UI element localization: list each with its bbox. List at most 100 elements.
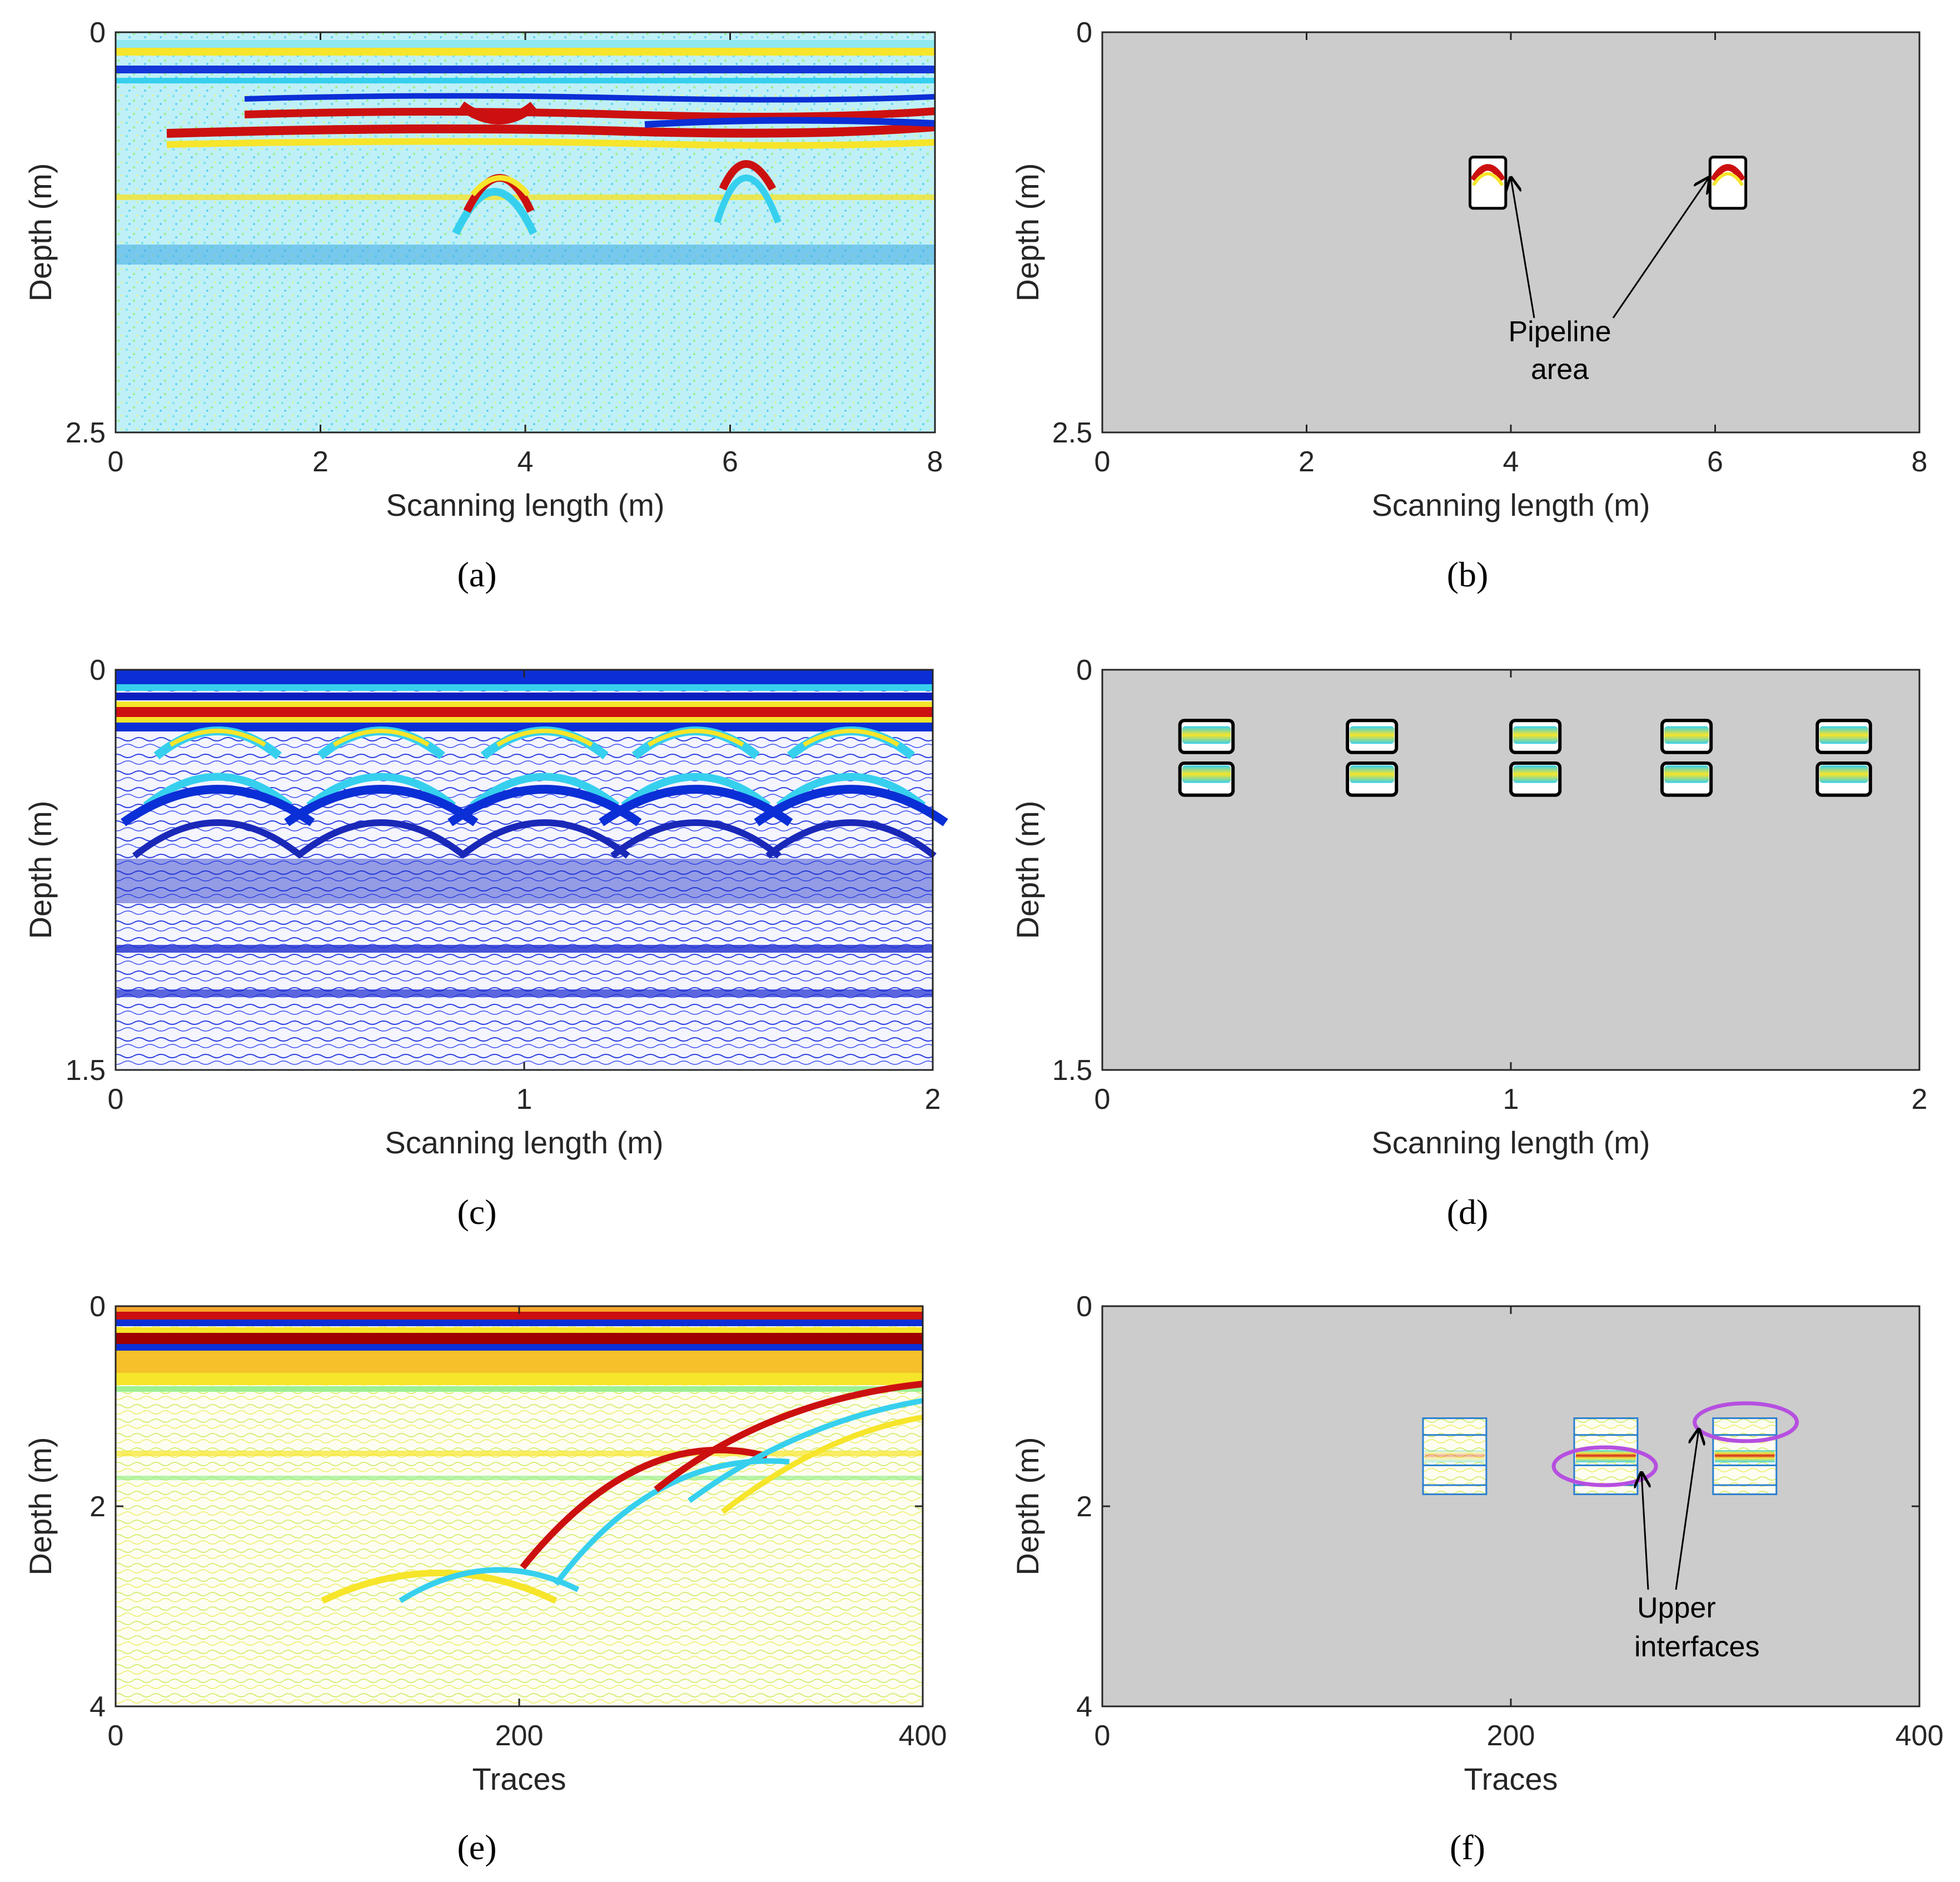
panel-c-reflection-bands (116, 670, 933, 997)
hyperbola-deep (459, 819, 630, 859)
panel-c-axes: 0 1 201.5 (66, 654, 941, 1116)
panel-b-axes: 0 2 4 6 802.5 (1052, 17, 1928, 478)
panel-b-ylabel: Depth (m) (1010, 163, 1045, 302)
x-tick-label: 2 (1299, 446, 1315, 478)
y-tick-label: 4 (89, 1691, 106, 1723)
pipeline-hyperbola-red (1470, 164, 1506, 182)
panel-a-hyperbolas (452, 101, 782, 235)
pipeline-hyperbola-yellow (1471, 172, 1504, 186)
panel-b-regions (1469, 156, 1748, 210)
hyperbola-lower-blue (599, 785, 793, 827)
x-tick-label: 0 (108, 1083, 124, 1116)
x-tick-label: 400 (899, 1720, 947, 1752)
y-tick-label: 0 (1076, 654, 1092, 686)
panel-f-ellipses (1551, 1401, 1799, 1487)
panel-e-axes: 0 200 400 0 2 4 (89, 1291, 947, 1752)
hyperbola-deep (296, 819, 467, 859)
x-tick-label: 1 (1503, 1083, 1519, 1116)
panel-b-plot-background (1102, 32, 1919, 432)
hyperbola-upper-core (169, 729, 266, 747)
x-tick-label: 6 (722, 446, 738, 478)
panel-a-axes: 0 2 4 6 802.5 (66, 17, 943, 478)
interface-band (1575, 1450, 1636, 1462)
x-tick-label: 0 (108, 1720, 124, 1752)
panel-a-xlabel: Scanning length (m) (386, 487, 664, 522)
interface-arrow-left (1641, 1473, 1648, 1590)
y-tick-label: 2.5 (66, 417, 106, 449)
hyperbola-lower (470, 773, 620, 809)
target-region-fill (1664, 726, 1709, 744)
panel-e: 0 200 400 0 2 4 Traces Depth (m) (e) (23, 1291, 947, 1867)
y-tick-label: 0 (1076, 17, 1092, 49)
panel-d-ylabel: Depth (m) (1010, 801, 1045, 939)
target-region-fill (1664, 765, 1709, 783)
panel-e-reflection-bands (116, 1306, 923, 1480)
y-tick-label: 0 (89, 654, 106, 686)
target-region-fill (1819, 765, 1868, 783)
panel-e-caption: (e) (457, 1828, 496, 1867)
y-tick-label: 2.5 (1052, 417, 1092, 449)
panel-f-ylabel: Depth (m) (1010, 1437, 1045, 1576)
x-tick-label: 2 (925, 1083, 941, 1116)
interface-arrow-right (1675, 1430, 1699, 1590)
panel-f-regions (1422, 1417, 1778, 1495)
x-tick-label: 0 (1095, 446, 1111, 478)
x-tick-label: 2 (1912, 1083, 1928, 1116)
y-tick-label: 1.5 (1052, 1054, 1092, 1087)
x-tick-label: 2 (312, 446, 329, 478)
panel-f-xlabel: Traces (1464, 1761, 1558, 1796)
hyperbola-upper-core (496, 729, 593, 747)
x-tick-label: 1 (516, 1083, 533, 1116)
hyperbola-upper-core (802, 729, 900, 747)
hyperbola-lower (143, 773, 293, 809)
x-tick-label: 8 (927, 446, 943, 478)
panel-a-plot-background (116, 32, 935, 432)
y-tick-label: 2 (89, 1491, 106, 1523)
x-tick-label: 0 (1095, 1720, 1111, 1752)
hyperbola-lower (306, 773, 456, 809)
interface-ellipse (1551, 1445, 1658, 1487)
interface-annotation-line2: interfaces (1634, 1631, 1759, 1663)
target-region-fill (1182, 726, 1231, 744)
hyperbola-deep (765, 819, 937, 859)
panel-c-ylabel: Depth (m) (23, 801, 58, 939)
y-tick-label: 2 (1076, 1491, 1092, 1523)
x-tick-label: 0 (108, 446, 124, 478)
x-tick-label: 0 (1095, 1083, 1111, 1116)
pipeline-annotation-line1: Pipeline (1508, 316, 1611, 348)
panel-e-xlabel: Traces (472, 1761, 566, 1796)
panel-a-ylabel: Depth (m) (23, 163, 58, 302)
x-tick-label: 8 (1912, 446, 1928, 478)
y-tick-label: 4 (1076, 1691, 1092, 1723)
panel-c-xlabel: Scanning length (m) (385, 1125, 663, 1160)
panel-f: 0 200 400 0 2 4 Upper interfaces Traces Depth… (1010, 1291, 1943, 1867)
hyperbola-deep (132, 819, 304, 859)
target-region-fill (1350, 765, 1395, 783)
target-region-fill (1182, 765, 1231, 783)
target-region-fill (1350, 726, 1395, 744)
panel-f-caption: (f) (1450, 1828, 1485, 1867)
interface-ellipse (1693, 1401, 1799, 1443)
panel-d-regions (1178, 719, 1872, 797)
x-tick-label: 400 (1896, 1720, 1944, 1752)
x-tick-label: 200 (1487, 1720, 1535, 1752)
pipeline-arrow-right (1612, 178, 1709, 318)
y-tick-label: 0 (89, 17, 106, 49)
pipeline-hyperbola-red (1710, 164, 1745, 182)
interface-annotation-line1: Upper (1637, 1592, 1716, 1624)
panel-b-xlabel: Scanning length (m) (1371, 487, 1650, 522)
interface-band (1424, 1450, 1485, 1462)
y-tick-label: 0 (1076, 1291, 1092, 1323)
hyperbola-lower-blue (284, 785, 479, 827)
panel-a: 0 2 4 6 802.5 Scanning length (m) Depth (m) … (23, 17, 943, 594)
panel-c-caption: (c) (457, 1192, 496, 1232)
x-tick-label: 6 (1707, 446, 1723, 478)
hyperbola-lower-blue (754, 785, 948, 827)
x-tick-label: 4 (1503, 446, 1519, 478)
panel-b: 0 2 4 6 802.5 Pipeline area Scanning length … (1010, 17, 1927, 594)
hyperbola-lower-blue (121, 785, 315, 827)
hyperbola-lower (776, 773, 926, 809)
panel-e-ylabel: Depth (m) (23, 1437, 58, 1576)
panel-d-axes: 0 1 201.5 (1052, 654, 1928, 1116)
panel-c-hyperbolas (121, 726, 948, 859)
